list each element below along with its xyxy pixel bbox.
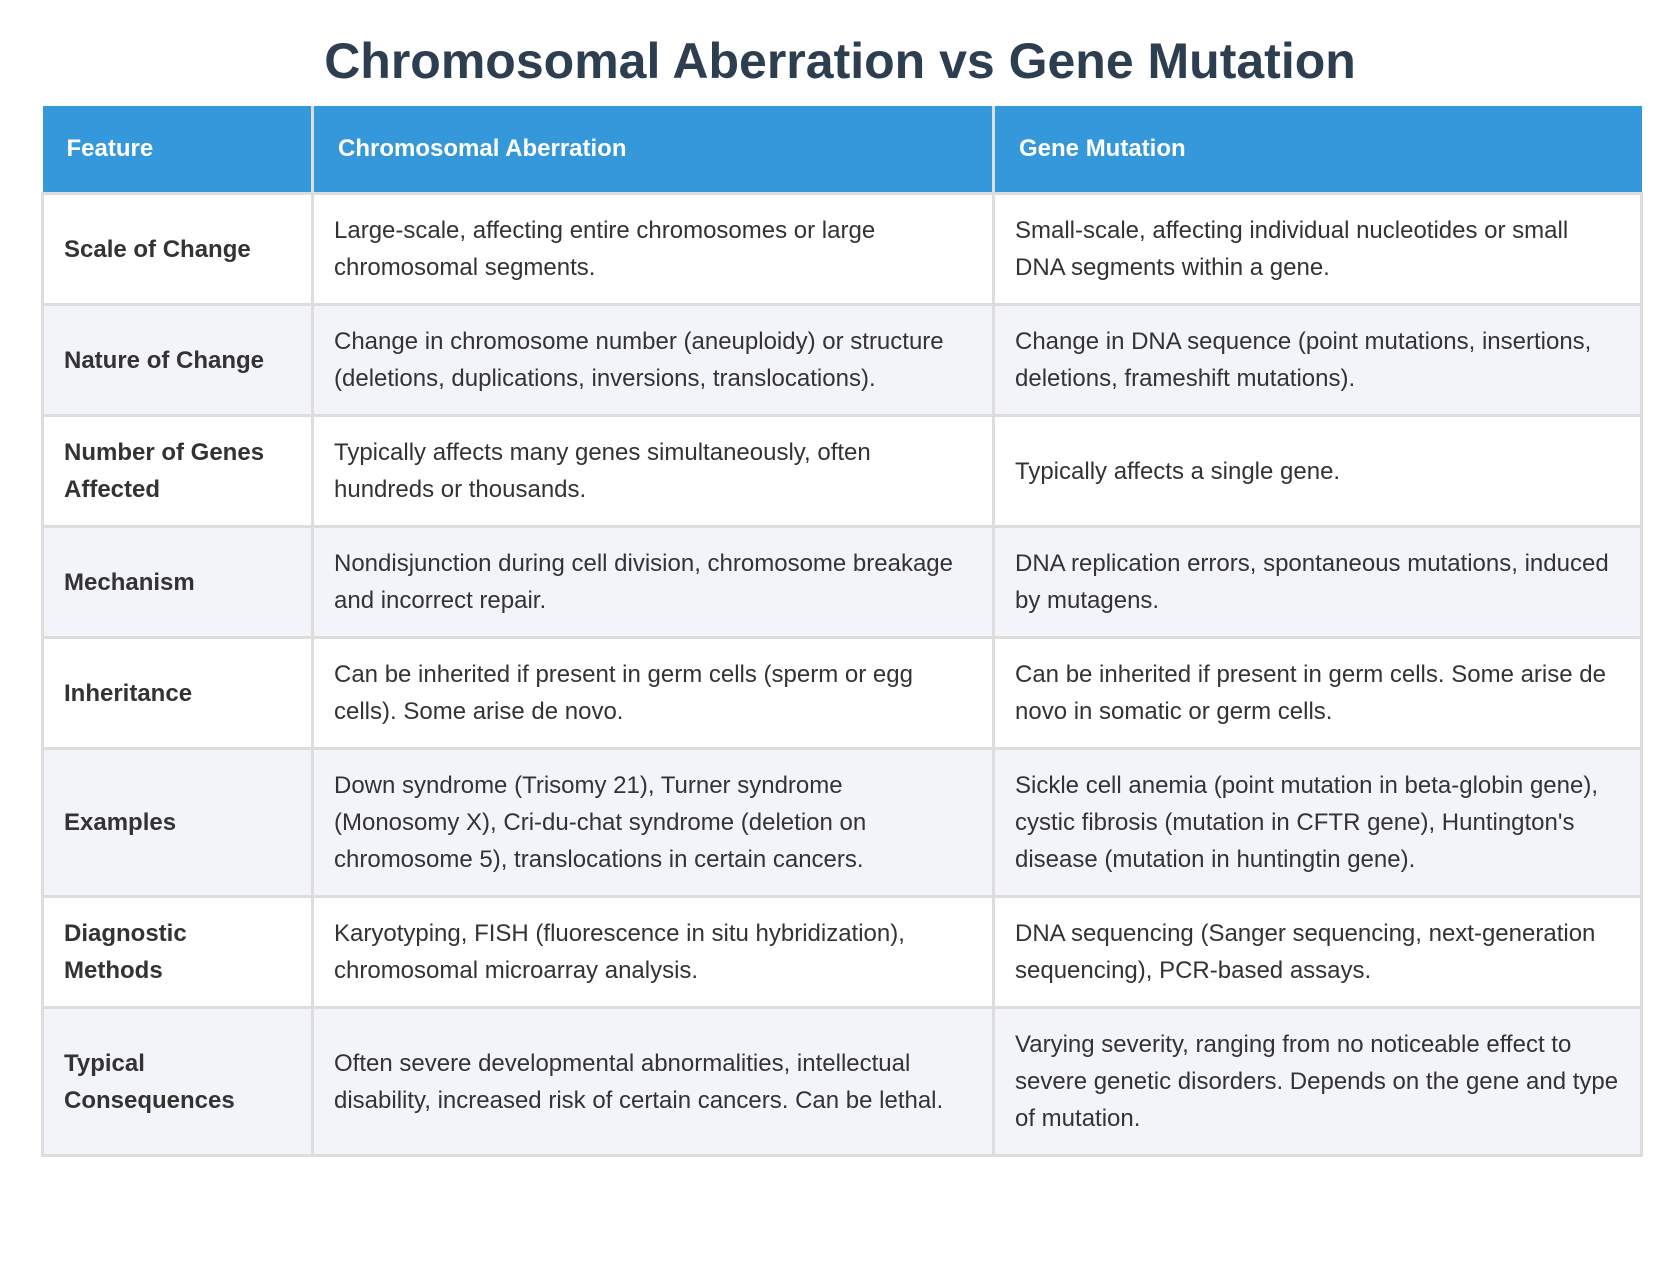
gene-cell: Varying severity, ranging from no notice… [992, 1006, 1643, 1157]
header-feature: Feature [42, 106, 314, 195]
feature-cell: Scale of Change [41, 192, 314, 306]
gene-cell: Sickle cell anemia (point mutation in be… [992, 747, 1643, 898]
chromosomal-cell: Karyotyping, FISH (fluorescence in situ … [311, 895, 995, 1009]
chromosomal-cell: Change in chromosome number (aneuploidy)… [311, 303, 995, 417]
table-row: Mechanism Nondisjunction during cell div… [41, 525, 1643, 639]
gene-cell: Small-scale, affecting individual nucleo… [992, 192, 1643, 306]
header-row: Feature Chromosomal Aberration Gene Muta… [42, 106, 1642, 195]
chromosomal-cell: Nondisjunction during cell division, chr… [311, 525, 995, 639]
table-row: Scale of Change Large-scale, affecting e… [41, 192, 1643, 306]
table-row: Nature of Change Change in chromosome nu… [41, 303, 1643, 417]
table-row: Typical Consequences Often severe develo… [41, 1006, 1643, 1157]
chromosomal-cell: Often severe developmental abnormalities… [311, 1006, 995, 1157]
gene-cell: DNA replication errors, spontaneous muta… [992, 525, 1643, 639]
table-row: Diagnostic Methods Karyotyping, FISH (fl… [41, 895, 1643, 1009]
comparison-table: Feature Chromosomal Aberration Gene Muta… [41, 106, 1643, 1157]
page-title: Chromosomal Aberration vs Gene Mutation [324, 33, 1356, 89]
feature-cell: Typical Consequences [41, 1006, 314, 1157]
chromosomal-cell: Down syndrome (Trisomy 21), Turner syndr… [311, 747, 995, 898]
feature-cell: Mechanism [41, 525, 314, 639]
table-header: Feature Chromosomal Aberration Gene Muta… [42, 106, 1642, 195]
gene-cell: Can be inherited if present in germ cell… [992, 636, 1643, 750]
chromosomal-cell: Can be inherited if present in germ cell… [311, 636, 995, 750]
gene-cell: DNA sequencing (Sanger sequencing, next-… [992, 895, 1643, 1009]
feature-cell: Number of Genes Affected [41, 414, 314, 528]
header-chromosomal-aberration: Chromosomal Aberration [311, 106, 995, 195]
gene-cell: Change in DNA sequence (point mutations,… [992, 303, 1643, 417]
feature-cell: Inheritance [41, 636, 314, 750]
chromosomal-cell: Large-scale, affecting entire chromosome… [311, 192, 995, 306]
table-row: Inheritance Can be inherited if present … [41, 636, 1643, 750]
table-body: Scale of Change Large-scale, affecting e… [41, 192, 1643, 1157]
table-row: Examples Down syndrome (Trisomy 21), Tur… [41, 747, 1643, 898]
table-row: Number of Genes Affected Typically affec… [41, 414, 1643, 528]
chromosomal-cell: Typically affects many genes simultaneou… [311, 414, 995, 528]
feature-cell: Examples [41, 747, 314, 898]
feature-cell: Diagnostic Methods [41, 895, 314, 1009]
feature-cell: Nature of Change [41, 303, 314, 417]
gene-cell: Typically affects a single gene. [992, 414, 1643, 528]
header-gene-mutation: Gene Mutation [992, 106, 1642, 195]
